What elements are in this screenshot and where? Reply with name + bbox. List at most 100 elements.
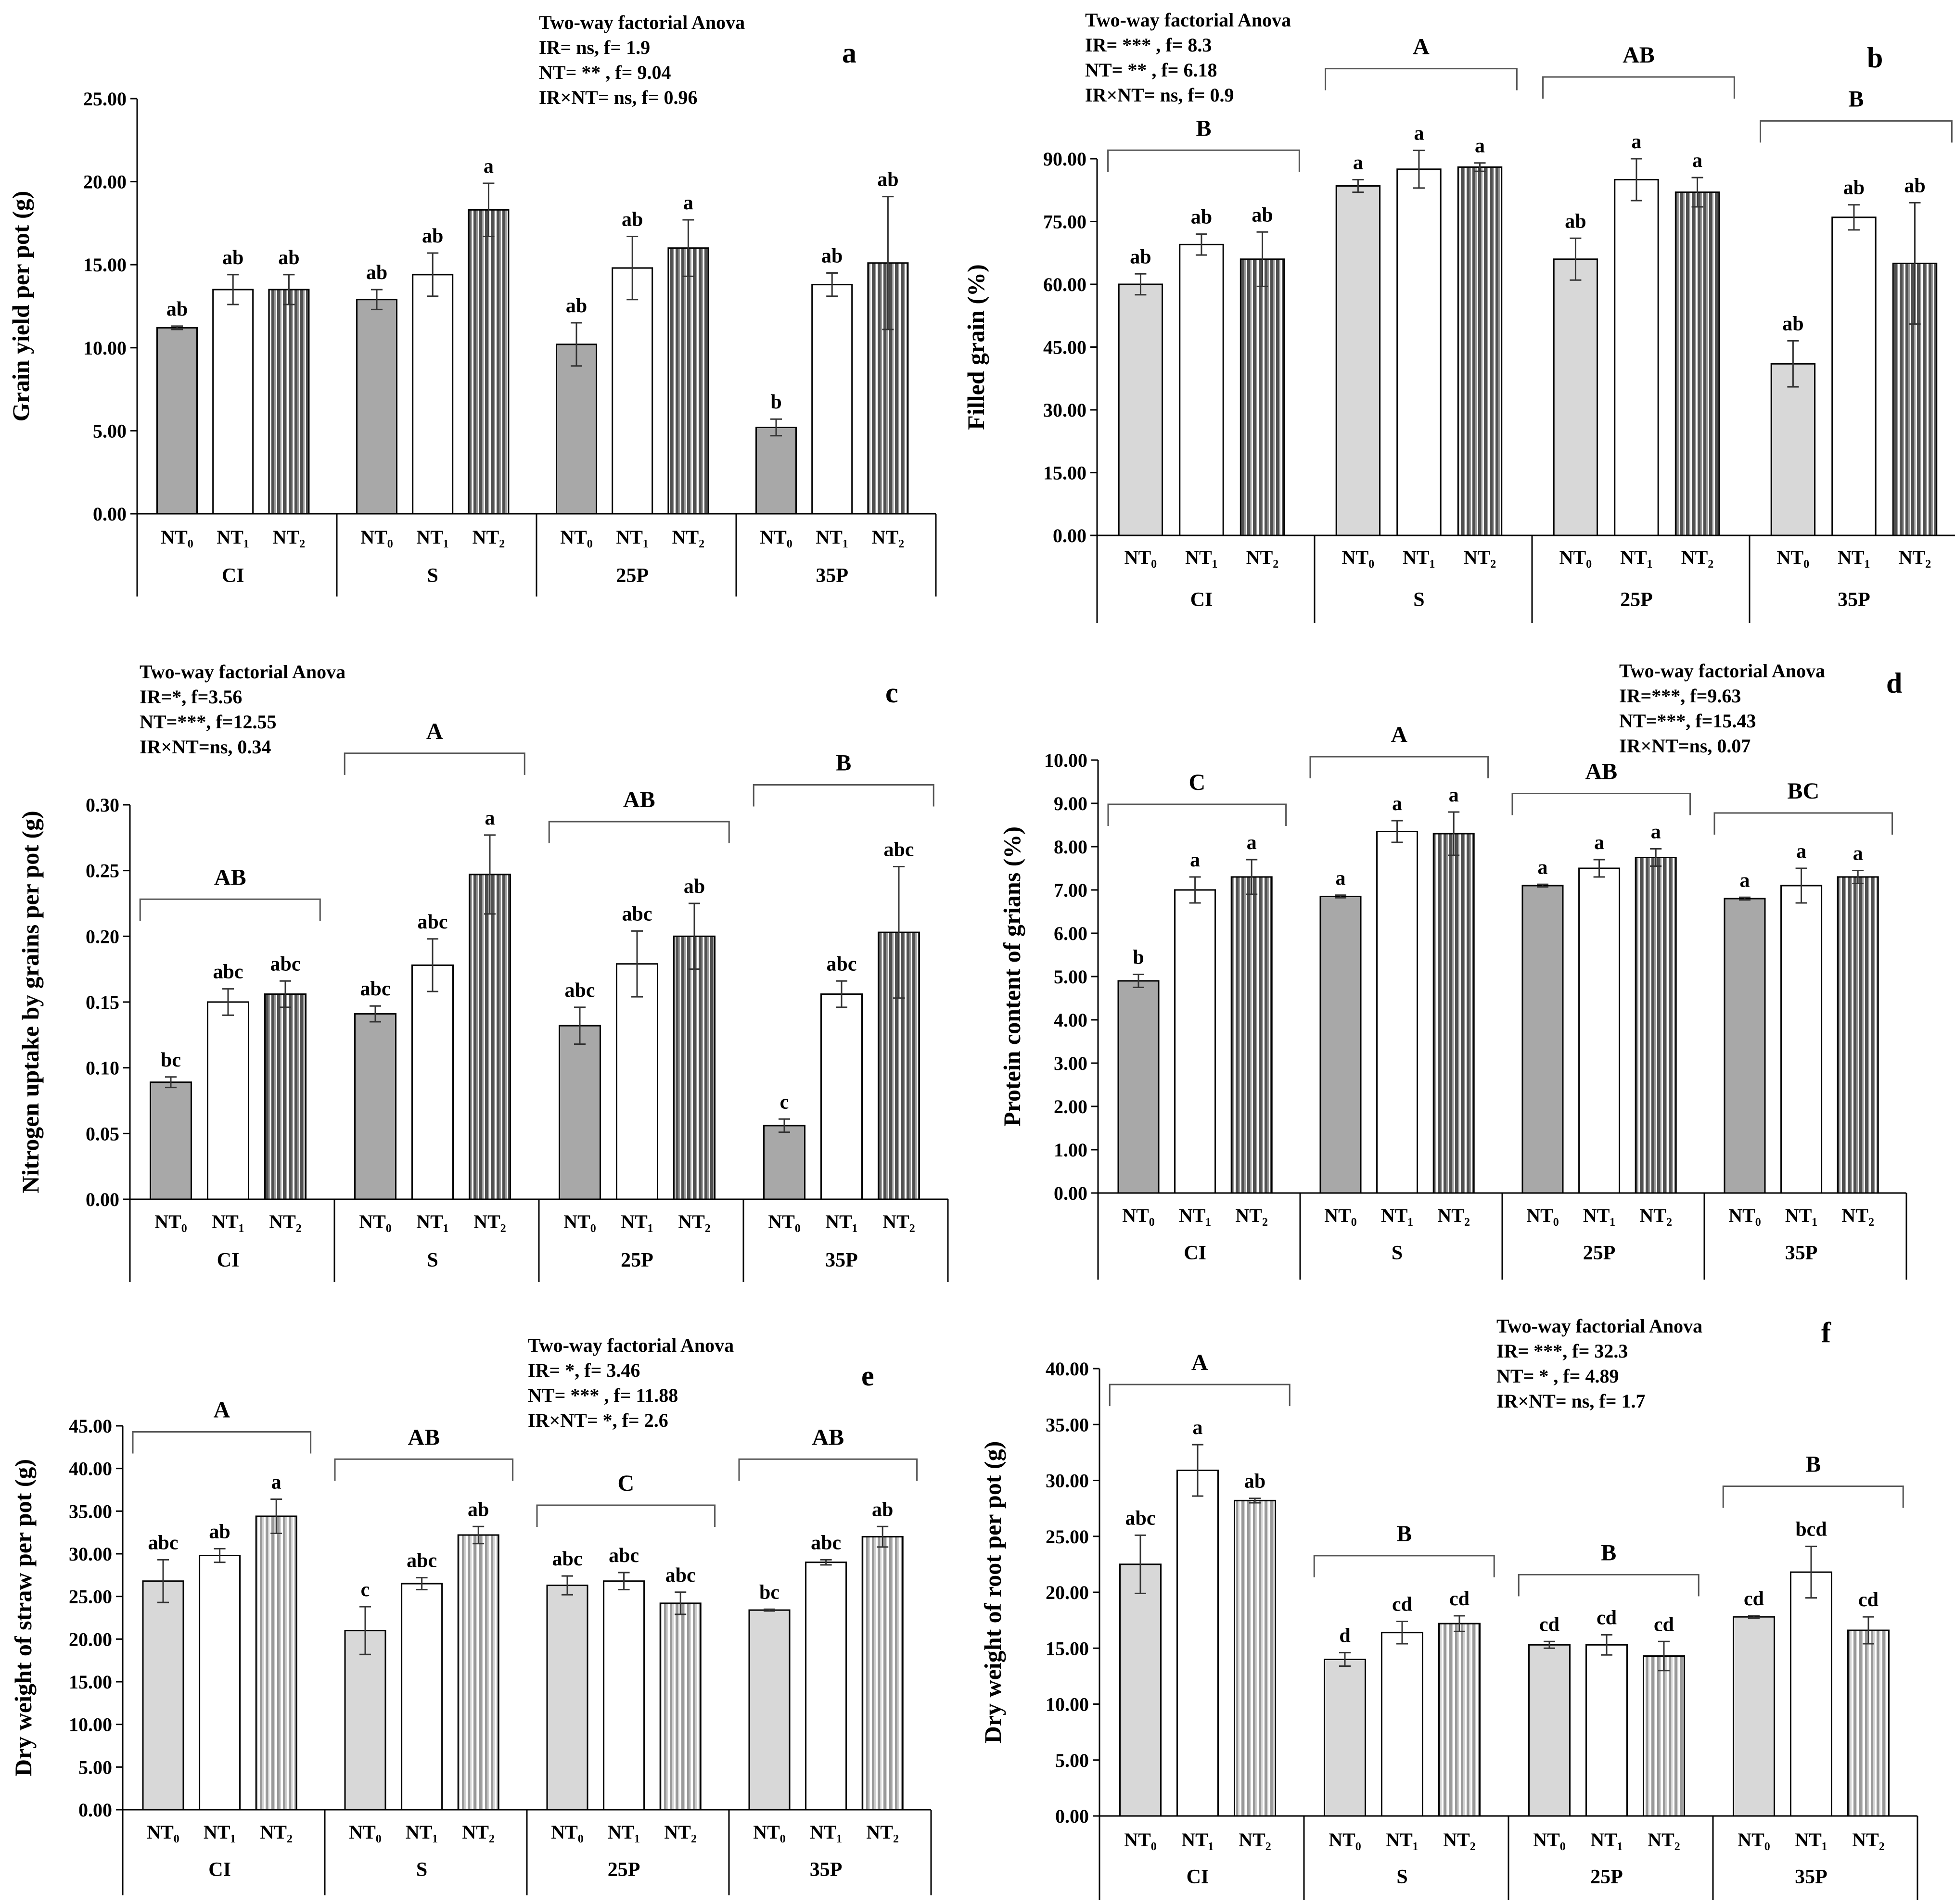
y-tick-label: 0.15 — [86, 991, 119, 1013]
group-bracket-label: B — [1848, 86, 1864, 112]
category-label: NT₂ — [1899, 546, 1931, 568]
y-tick-label: 20.00 — [1046, 1582, 1089, 1603]
category-label: NT₁ — [1181, 1829, 1214, 1851]
group-bracket — [132, 1431, 312, 1454]
significance-letter: a — [1651, 821, 1661, 843]
category-label: NT₁ — [810, 1821, 843, 1843]
group-bracket-label: AB — [1585, 759, 1617, 785]
category-label: NT₁ — [1403, 546, 1435, 568]
group-bracket-label: B — [1601, 1540, 1616, 1565]
category-label: NT₀ — [1559, 546, 1592, 568]
bar — [1457, 166, 1503, 536]
bar — [1335, 185, 1381, 536]
y-tick-label: 9.00 — [1054, 793, 1087, 814]
group-bracket — [1511, 793, 1691, 815]
bar — [457, 1534, 499, 1811]
significance-letter: ab — [1252, 204, 1273, 226]
category-label: NT₀ — [1526, 1205, 1559, 1226]
significance-letter: abc — [360, 978, 391, 1000]
group-label: S — [427, 565, 438, 587]
panel-label: b — [1867, 42, 1883, 74]
bar — [1528, 1644, 1571, 1817]
significance-letter: ab — [821, 245, 843, 267]
group-label: CI — [1184, 1242, 1206, 1264]
category-label: NT₂ — [1239, 1829, 1271, 1851]
y-tick-label: 0.25 — [86, 860, 119, 882]
significance-letter: abc — [565, 979, 595, 1002]
anova-line: IR= ns, f= 1.9 — [539, 37, 650, 58]
bar — [763, 1125, 805, 1200]
significance-letter: bcd — [1795, 1519, 1827, 1541]
category-label: NT₀ — [359, 1211, 392, 1232]
y-tick-label: 90.00 — [1043, 148, 1086, 170]
group-label: S — [416, 1859, 427, 1881]
y-tick-label: 0.20 — [86, 926, 119, 947]
anova-line: NT= * , f= 4.89 — [1496, 1365, 1619, 1387]
y-tick-label: 25.00 — [83, 88, 127, 110]
y-tick-label: 40.00 — [1046, 1358, 1089, 1380]
y-axis-title: Filled grain (%) — [962, 264, 989, 430]
bar — [603, 1580, 645, 1811]
anova-line: NT=***, f=12.55 — [140, 711, 276, 733]
bar — [1117, 980, 1160, 1194]
group-label: 25P — [616, 565, 649, 587]
category-label: NT₁ — [1179, 1205, 1212, 1226]
significance-letter: ab — [872, 1498, 893, 1521]
significance-letter: cd — [1449, 1588, 1469, 1610]
group-bracket — [1325, 68, 1518, 90]
significance-letter: c — [780, 1091, 789, 1113]
category-label: NT₀ — [360, 526, 393, 548]
category-label: NT₂ — [1639, 1205, 1672, 1226]
category-label: NT₁ — [616, 526, 649, 548]
significance-letter: abc — [1125, 1507, 1156, 1529]
bar — [805, 1561, 847, 1811]
category-label: NT₂ — [1246, 546, 1279, 568]
category-label: NT₀ — [1324, 1205, 1357, 1226]
significance-letter: ab — [166, 298, 188, 320]
significance-letter: a — [1631, 131, 1641, 153]
significance-letter: a — [484, 155, 494, 178]
group-bracket-label: B — [1396, 1521, 1412, 1547]
y-tick-label: 10.00 — [69, 1714, 112, 1736]
y-tick-label: 0.10 — [86, 1057, 119, 1079]
group-bracket-label: A — [213, 1397, 230, 1423]
group-label: CI — [1190, 589, 1213, 611]
category-label: NT₀ — [349, 1821, 382, 1843]
significance-letter: b — [1133, 947, 1144, 969]
group-label: 25P — [1590, 1866, 1623, 1888]
bar — [1438, 1623, 1481, 1817]
significance-letter: ab — [1130, 246, 1151, 268]
panel-f: 0.00 5.00 10.00 15.00 20.00 25.00 30.00 35.00 40… — [979, 1315, 1918, 1900]
anova-line: IR×NT= ns, f= 1.7 — [1496, 1390, 1646, 1412]
significance-letter: cd — [1392, 1593, 1412, 1615]
y-tick-label: 3.00 — [1054, 1053, 1087, 1074]
bar — [1376, 831, 1418, 1194]
significance-letter: ab — [222, 247, 243, 269]
bar — [667, 247, 709, 515]
category-label: NT₁ — [416, 526, 449, 548]
bar — [1176, 1470, 1219, 1817]
anova-line: IR×NT=ns, 0.34 — [140, 736, 271, 758]
bar — [1119, 1563, 1162, 1817]
significance-letter: ab — [1191, 206, 1212, 228]
category-label: NT₂ — [1464, 546, 1496, 568]
significance-letter: ab — [1244, 1471, 1265, 1493]
anova-line: IR=***, f=9.63 — [1619, 685, 1741, 707]
category-label: NT₂ — [872, 526, 905, 548]
anova-line: IR= ***, f= 32.3 — [1496, 1340, 1628, 1362]
bar — [1674, 191, 1720, 536]
y-tick-label: 4.00 — [1054, 1009, 1087, 1031]
group-label: S — [427, 1249, 438, 1271]
significance-letter: ab — [278, 247, 299, 269]
significance-letter: a — [1353, 152, 1363, 174]
group-label: 35P — [810, 1859, 843, 1881]
anova-title: Two-way factorial Anova — [539, 12, 745, 33]
category-label: NT₂ — [672, 526, 705, 548]
y-tick-label: 30.00 — [1043, 399, 1086, 421]
significance-letter: a — [1796, 840, 1806, 863]
bar — [142, 1580, 184, 1811]
y-tick-label: 0.30 — [86, 794, 119, 816]
significance-letter: ab — [468, 1498, 489, 1521]
category-label: NT₁ — [1785, 1205, 1818, 1226]
panel-label: f — [1821, 1317, 1831, 1348]
